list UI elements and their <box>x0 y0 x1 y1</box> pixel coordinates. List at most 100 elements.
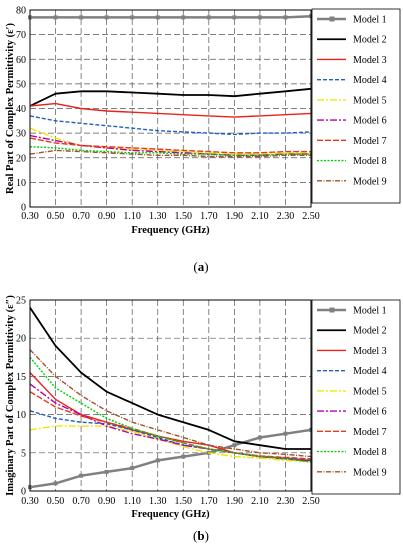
x-tick-label: 1.10 <box>123 211 141 222</box>
legend: Model 1 Model 2 Model 3 Model 4 Model 5 Model… <box>311 8 401 204</box>
legend-label: Model 8 <box>353 156 387 167</box>
series-group <box>28 307 313 490</box>
y-tick-label: 20 <box>16 153 26 164</box>
series-line-model-2 <box>29 87 312 107</box>
x-tick-label: 0.70 <box>72 211 90 222</box>
series-point-model-1 <box>130 466 135 471</box>
series-line-model-9 <box>29 149 311 158</box>
series-point-model-1 <box>79 473 84 478</box>
series-point-model-1 <box>232 443 237 448</box>
x-tick-label: 2.50 <box>302 496 320 507</box>
y-tick-label: 10 <box>16 178 26 189</box>
x-tick-label: 1.90 <box>226 211 244 222</box>
y-tick-label: 5 <box>21 448 26 459</box>
x-tick-label: 1.90 <box>226 496 244 507</box>
series-line-model-7 <box>29 391 312 460</box>
panel-label: (a) <box>193 259 208 274</box>
legend-label: Model 5 <box>353 95 387 106</box>
plot-frame <box>29 299 312 492</box>
legend: Model 1 Model 2 Model 3 Model 4 Model 5 Model… <box>311 299 401 495</box>
legend-label: Model 9 <box>353 176 387 187</box>
y-tick-label: 15 <box>16 372 26 383</box>
legend-label: Model 5 <box>353 386 387 397</box>
x-tick-label: 1.70 <box>200 211 218 222</box>
series-point-model-1 <box>155 458 160 463</box>
x-tick-label: 0.70 <box>72 496 90 507</box>
x-tick-label: 0.50 <box>47 496 65 507</box>
legend-label: Model 3 <box>353 346 387 357</box>
series-line-model-4 <box>29 115 312 136</box>
x-tick-label: 0.90 <box>98 211 116 222</box>
x-tick-label: 2.30 <box>277 211 295 222</box>
y-axis-title: Real Part of Complex Permittivity (ε′) <box>5 23 16 195</box>
series-line-model-1 <box>30 14 312 19</box>
legend-marker <box>329 307 335 313</box>
x-tick-label: 1.70 <box>200 496 218 507</box>
series-line-model-3 <box>29 102 312 118</box>
chart-panel-a: 0.30 0.50 0.70 0.90 1.10 1.30 1.50 1.70 1.90 2.10… <box>5 6 401 274</box>
legend-label: Model 1 <box>353 15 387 26</box>
series-point-model-1 <box>104 469 109 474</box>
x-tick-label: 1.30 <box>149 211 167 222</box>
legend-box <box>311 8 401 204</box>
legend-label: Model 4 <box>353 75 387 86</box>
legend-label: Model 2 <box>353 35 387 46</box>
series-line-model-1 <box>29 428 312 489</box>
legend-label: Model 9 <box>353 467 387 478</box>
legend-label: Model 1 <box>353 306 387 317</box>
series-point-model-1 <box>283 15 288 20</box>
series-point-model-1 <box>79 15 84 20</box>
series-point-model-1 <box>206 15 211 20</box>
series-line-model-5 <box>29 425 312 463</box>
x-tick-label: 0.30 <box>21 496 39 507</box>
series-point-model-1 <box>53 15 58 20</box>
x-tick-label: 1.10 <box>123 496 141 507</box>
x-tick-label: 0.30 <box>21 211 39 222</box>
series-line-model-9 <box>29 349 312 458</box>
series-line-model-6 <box>29 383 312 462</box>
legend-box <box>311 299 401 495</box>
x-tick-label: 2.30 <box>277 496 295 507</box>
y-tick-label: 20 <box>16 334 26 345</box>
legend-label: Model 4 <box>353 366 387 377</box>
series-line-model-5 <box>29 127 311 155</box>
series-group <box>28 14 313 158</box>
series-line-model-2 <box>29 307 311 450</box>
chart-panel-b: 0.30 0.50 0.70 0.90 1.10 1.30 1.50 1.70 1.90 2.10… <box>5 295 401 543</box>
y-axis-title: Imaginary Part of Complex Permittivity (… <box>5 295 16 496</box>
legend-label: Model 7 <box>353 427 387 438</box>
plot-area <box>30 300 311 491</box>
y-tick-label: 0 <box>21 487 26 498</box>
series-point-model-1 <box>181 454 186 459</box>
x-tick-label: 2.10 <box>251 211 269 222</box>
x-axis-title: Frequency (GHz) <box>131 225 210 236</box>
y-tick-label: 10 <box>16 410 26 421</box>
x-tick-label: 1.50 <box>175 211 193 222</box>
x-tick-label: 2.10 <box>251 496 269 507</box>
x-tick-label: 2.50 <box>302 211 320 222</box>
plot-frame <box>29 9 312 208</box>
series-point-model-1 <box>257 15 262 20</box>
y-tick-label: 40 <box>16 104 26 115</box>
series-point-model-1 <box>130 15 135 20</box>
legend-marker <box>329 16 335 22</box>
y-tick-label: 25 <box>16 296 26 307</box>
legend-label: Model 6 <box>353 116 387 127</box>
panel-label: (b) <box>193 528 209 543</box>
legend-label: Model 6 <box>353 407 387 418</box>
x-tick-label: 0.90 <box>98 496 116 507</box>
series-point-model-1 <box>53 481 58 486</box>
legend-label: Model 2 <box>353 326 387 337</box>
x-tick-label: 1.50 <box>175 496 193 507</box>
y-tick-label: 30 <box>16 129 26 140</box>
x-axis-title: Frequency (GHz) <box>131 509 210 520</box>
series-point-model-1 <box>232 15 237 20</box>
legend-label: Model 3 <box>353 55 387 66</box>
series-line-model-8 <box>29 356 312 463</box>
series-point-model-1 <box>155 15 160 20</box>
legend-label: Model 8 <box>353 447 387 458</box>
y-tick-label: 0 <box>21 203 26 214</box>
series-line-model-4 <box>29 410 312 462</box>
series-point-model-1 <box>181 15 186 20</box>
